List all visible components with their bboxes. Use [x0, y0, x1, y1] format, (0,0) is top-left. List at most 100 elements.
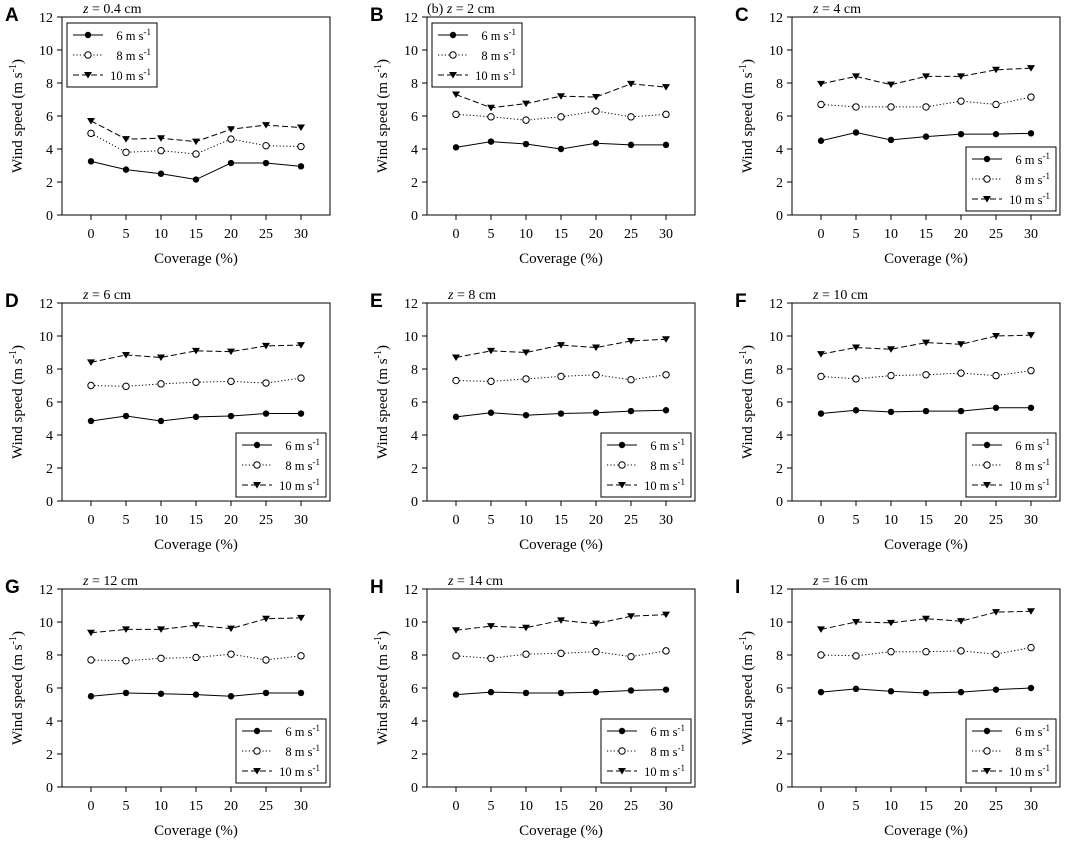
data-point — [592, 409, 600, 416]
legend-marker — [983, 196, 991, 203]
y-tick-label: 4 — [46, 429, 53, 444]
data-point — [957, 688, 965, 696]
x-tick-label: 15 — [554, 799, 568, 814]
x-tick-label: 30 — [659, 513, 673, 528]
y-tick-label: 0 — [411, 209, 418, 224]
legend-label: 10 m s-1 — [475, 67, 516, 83]
data-point — [887, 619, 895, 627]
data-point — [87, 359, 95, 366]
y-tick-label: 10 — [404, 616, 418, 631]
legend-marker — [449, 72, 457, 79]
x-tick-label: 25 — [989, 227, 1003, 242]
data-point — [922, 103, 930, 111]
data-point — [662, 141, 670, 149]
data-point — [922, 615, 930, 623]
data-point — [662, 371, 670, 379]
data-point — [887, 371, 895, 380]
data-point — [487, 688, 495, 696]
legend-label: 8 m s-1 — [481, 47, 516, 63]
legend-label: 6 m s-1 — [1015, 437, 1050, 453]
y-axis-label: Wind speed (m s-1) — [8, 345, 26, 459]
data-point — [122, 166, 130, 173]
y-axis-label: Wind speed (m s-1) — [738, 631, 756, 745]
data-point — [957, 647, 965, 655]
data-point — [557, 649, 565, 658]
data-point — [817, 351, 825, 358]
panel-letter: F — [735, 291, 747, 312]
x-tick-label: 15 — [554, 227, 568, 242]
y-tick-label: 2 — [776, 176, 783, 191]
x-tick-label: 15 — [189, 227, 203, 242]
title-variable: z — [447, 574, 454, 589]
y-tick-label: 10 — [769, 44, 783, 59]
legend-box — [235, 432, 327, 498]
legend-label-superscript: -1 — [1043, 171, 1051, 181]
legend-marker — [449, 31, 457, 39]
x-tick-label: 25 — [624, 513, 638, 528]
legend-label-base: 6 m s — [1015, 725, 1042, 739]
y-label-superscript: -1 — [738, 64, 749, 72]
x-tick-label: 15 — [554, 513, 568, 528]
y-label-base: Wind speed (m s — [740, 72, 756, 173]
data-point — [262, 142, 270, 150]
legend: 6 m s-18 m s-110 m s-1 — [600, 718, 692, 784]
data-point — [192, 413, 200, 421]
legend-label: 6 m s-1 — [116, 27, 151, 43]
data-point — [592, 620, 600, 628]
title-variable: z — [812, 2, 819, 17]
x-tick-label: 20 — [224, 227, 238, 242]
data-point — [557, 342, 565, 349]
legend-label-superscript: -1 — [144, 27, 152, 37]
panel-letter: I — [735, 577, 740, 598]
title-height: = 8 cm — [453, 288, 496, 303]
legend-label: 6 m s-1 — [285, 437, 320, 453]
legend-box — [965, 146, 1057, 212]
x-tick-label: 25 — [259, 227, 273, 242]
y-tick-label: 10 — [39, 44, 53, 59]
data-point — [157, 626, 165, 633]
data-point — [522, 349, 530, 356]
y-tick-label: 6 — [46, 110, 53, 125]
legend: 6 m s-18 m s-110 m s-1 — [235, 432, 327, 498]
x-tick-label: 10 — [154, 227, 168, 242]
legend-label-base: 10 m s — [1009, 479, 1042, 493]
data-point — [262, 410, 270, 417]
data-point — [522, 116, 530, 124]
data-point — [852, 344, 860, 352]
data-point — [87, 417, 95, 425]
data-point — [887, 103, 895, 111]
data-point — [887, 346, 895, 353]
y-tick-label: 0 — [776, 781, 783, 796]
y-label-superscript: -1 — [373, 64, 384, 72]
data-point — [922, 689, 930, 697]
legend-label-superscript: -1 — [1043, 477, 1051, 487]
legend-label-base: 10 m s — [279, 479, 312, 493]
x-axis-label: Coverage (%) — [154, 823, 238, 839]
data-point — [1027, 130, 1035, 137]
panel-letter: E — [370, 291, 383, 312]
legend-label-base: 8 m s — [285, 745, 312, 759]
x-axis-label: Coverage (%) — [519, 251, 603, 267]
legend: 6 m s-18 m s-110 m s-1 — [66, 22, 158, 88]
y-label-end: ) — [375, 631, 391, 636]
x-axis-label: Coverage (%) — [519, 537, 603, 553]
y-tick-label: 2 — [411, 176, 418, 191]
data-point — [157, 354, 165, 361]
x-tick-label: 25 — [624, 799, 638, 814]
x-tick-label: 15 — [919, 513, 933, 528]
legend-label-superscript: -1 — [1043, 457, 1051, 467]
data-point — [662, 336, 670, 343]
data-point — [87, 158, 95, 165]
data-point — [522, 689, 530, 697]
legend-box — [66, 22, 158, 88]
legend-label: 10 m s-1 — [1009, 477, 1050, 493]
data-point — [192, 176, 200, 183]
y-tick-label: 0 — [776, 209, 783, 224]
data-point — [817, 372, 825, 381]
data-point — [957, 97, 965, 105]
panel-title: z = 0.4 cm — [82, 2, 142, 17]
legend-label: 6 m s-1 — [1015, 151, 1050, 167]
data-point — [227, 650, 235, 658]
legend-label-superscript: -1 — [144, 67, 152, 77]
data-point — [122, 351, 130, 359]
